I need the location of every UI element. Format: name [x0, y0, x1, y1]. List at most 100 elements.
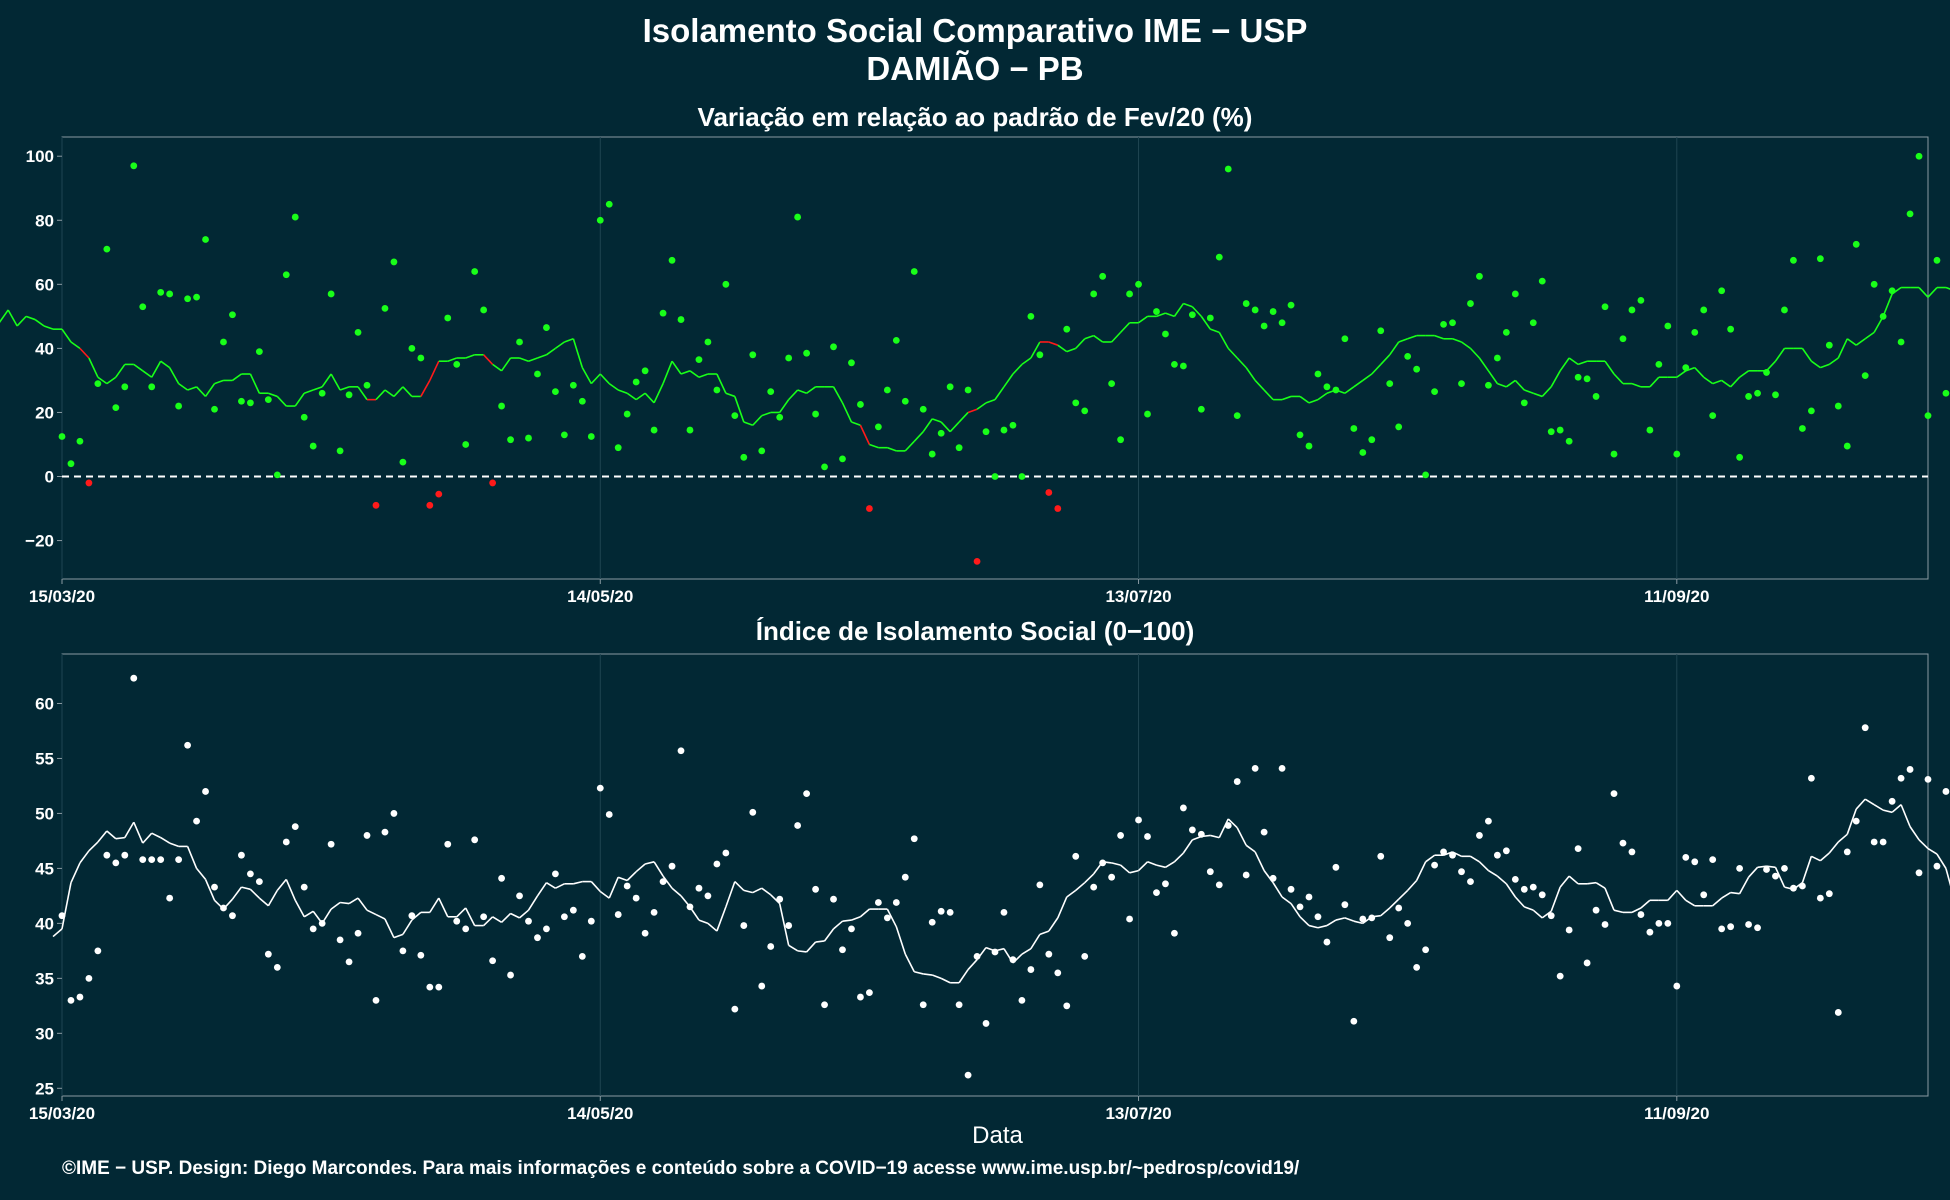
data-point	[910, 268, 918, 275]
data-point	[641, 929, 649, 937]
data-point	[1718, 925, 1726, 933]
trend-line-segment	[635, 863, 646, 873]
data-point	[1682, 854, 1690, 861]
trend-line-segment	[1075, 338, 1086, 349]
trend-line-segment	[88, 841, 99, 852]
y-tick-label: 60	[35, 694, 54, 713]
data-point	[327, 290, 335, 298]
data-point	[946, 383, 954, 391]
trend-line-segment	[1730, 376, 1741, 388]
data-point	[1278, 319, 1286, 327]
y-tick-label: −20	[25, 532, 54, 551]
data-point	[1206, 314, 1214, 322]
trend-line-segment	[447, 357, 457, 362]
data-point	[596, 216, 604, 224]
data-point	[758, 982, 766, 990]
data-point	[1171, 929, 1178, 937]
data-point	[193, 817, 200, 825]
data-point	[1323, 383, 1331, 391]
data-point	[659, 878, 667, 885]
trend-line-segment	[1434, 334, 1444, 340]
data-point	[1476, 272, 1483, 280]
trend-line-segment	[734, 396, 745, 423]
data-point	[1036, 881, 1044, 889]
data-point	[543, 925, 550, 933]
data-point	[874, 423, 882, 431]
trend-line-segment	[1837, 833, 1848, 843]
trend-line-segment	[303, 389, 314, 394]
trend-line-segment	[1218, 331, 1229, 349]
trend-line-segment	[1308, 924, 1319, 929]
data-point	[569, 381, 577, 389]
data-point	[444, 314, 452, 322]
data-point	[130, 674, 138, 682]
panel2-plot: 15/03/20 14/05/20 13/07/20 11/09/20 25 30 35 40…	[29, 653, 1950, 1123]
trend-line-segment	[1470, 855, 1480, 863]
trend-line-segment	[1362, 373, 1373, 382]
trend-line-segment	[169, 842, 179, 848]
data-point	[1404, 352, 1412, 360]
trend-line-segment	[869, 443, 879, 449]
trend-line-segment	[1667, 889, 1678, 901]
trend-line-segment	[1936, 853, 1947, 869]
data-point	[713, 386, 721, 394]
data-point	[273, 471, 281, 479]
trend-line-segment	[97, 830, 108, 843]
data-point	[1341, 335, 1349, 343]
trend-line-segment	[1120, 322, 1131, 333]
data-point	[560, 431, 568, 439]
data-point	[973, 557, 981, 565]
trend-line-segment	[1156, 312, 1166, 318]
panel1-plot: 15/03/20 14/05/20 13/07/20 11/09/20 −20 0 20 40…	[0, 136, 1950, 606]
trend-line-segment	[1604, 360, 1615, 375]
trend-line-segment	[1120, 864, 1131, 874]
data-point	[857, 401, 864, 408]
y-tick-label: 20	[35, 403, 54, 422]
data-point	[1520, 885, 1528, 893]
data-point	[991, 473, 999, 480]
data-point	[1027, 966, 1035, 973]
data-point	[1906, 766, 1914, 773]
data-point	[749, 808, 757, 816]
data-point	[1610, 450, 1618, 458]
credit-text: ©IME − USP. Design: Diego Marcondes. Par…	[62, 1158, 1300, 1179]
trend-line-segment	[294, 392, 305, 407]
data-point	[1063, 325, 1071, 333]
data-point	[1287, 301, 1295, 309]
data-point	[1888, 287, 1896, 295]
trend-line-segment	[241, 886, 251, 891]
data-point	[1807, 407, 1815, 415]
trend-line-segment	[1057, 344, 1068, 353]
trend-line-segment	[1676, 370, 1687, 378]
trend-line-segment	[1317, 392, 1328, 401]
data-point	[1763, 866, 1770, 873]
trend-line-segment	[1721, 891, 1732, 899]
trend-line-segment	[214, 379, 224, 385]
trend-line-segment	[1873, 803, 1884, 811]
data-point	[785, 354, 793, 362]
trend-line-segment	[420, 380, 431, 397]
data-point	[1493, 354, 1501, 362]
trend-line-segment	[887, 446, 897, 452]
data-point	[1870, 280, 1878, 288]
data-point	[1278, 764, 1286, 772]
data-point	[722, 849, 730, 857]
data-point	[659, 309, 667, 317]
data-point	[892, 899, 900, 906]
trend-line-segment	[904, 440, 915, 452]
trend-line-segment	[231, 886, 243, 900]
trend-line-segment	[258, 897, 269, 907]
trend-line-segment	[1918, 286, 1929, 298]
trend-line-segment	[1505, 379, 1516, 388]
data-point	[1162, 880, 1169, 888]
data-point	[605, 200, 613, 208]
data-point	[1915, 152, 1923, 160]
data-point	[1843, 442, 1851, 450]
trend-line-segment	[958, 969, 969, 984]
data-point	[175, 402, 183, 410]
data-point	[1763, 369, 1770, 376]
data-point	[1188, 311, 1196, 319]
data-point	[1628, 848, 1636, 856]
trend-line-segment	[465, 354, 475, 359]
trend-line-segment	[186, 846, 198, 869]
